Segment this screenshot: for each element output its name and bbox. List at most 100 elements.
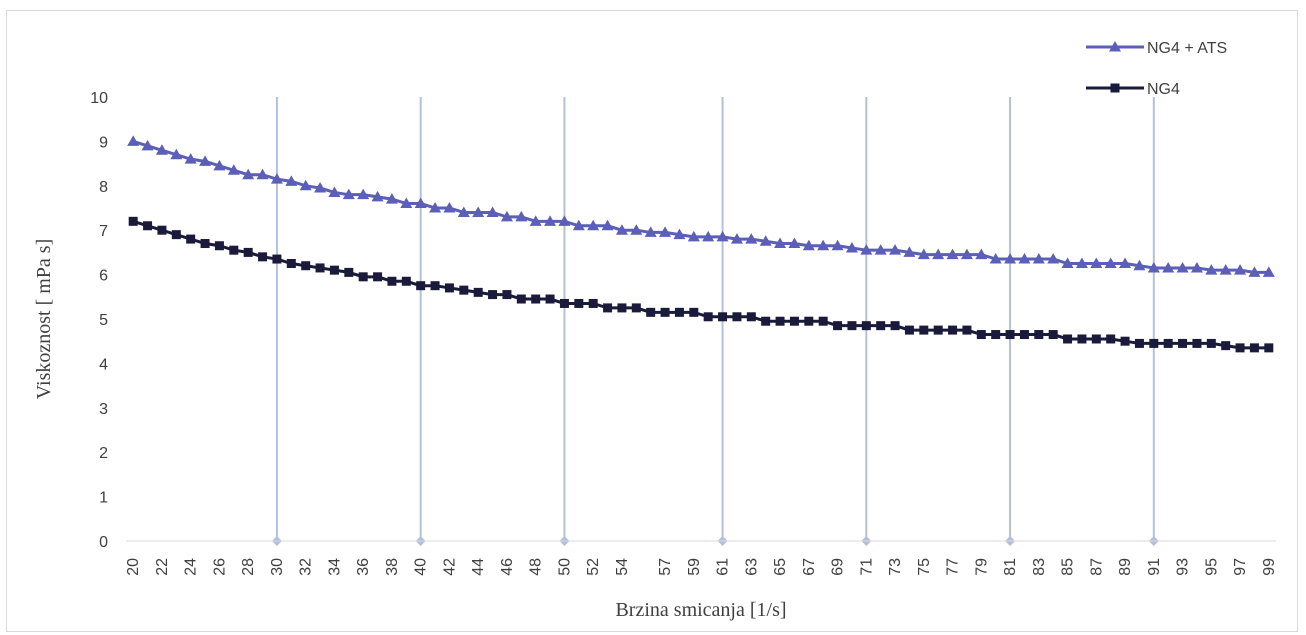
data-point [761, 316, 771, 326]
data-point [660, 307, 670, 317]
data-point [227, 164, 240, 175]
x-tick-label: 40 [413, 558, 430, 576]
data-point [186, 234, 196, 244]
data-point [243, 247, 253, 257]
data-point [141, 139, 154, 151]
data-point [1249, 343, 1259, 353]
data-point [515, 210, 528, 222]
data-point [314, 182, 327, 193]
legend: NG4 + ATS NG4 [1086, 40, 1227, 98]
data-point [889, 244, 902, 255]
data-point [1147, 261, 1160, 273]
x-tick-label: 28 [240, 558, 257, 576]
x-tick-label: 95 [1203, 558, 1220, 576]
data-point [414, 197, 427, 209]
data-point [1134, 338, 1144, 348]
data-point [559, 298, 569, 308]
data-point [429, 202, 442, 213]
data-point [703, 312, 713, 322]
data-point [991, 330, 1001, 340]
data-point [128, 216, 138, 226]
data-point [473, 287, 483, 297]
data-point [975, 248, 988, 260]
data-point [371, 190, 384, 202]
x-tick-label: 89 [1117, 558, 1134, 576]
data-point [1090, 257, 1103, 268]
data-point [588, 298, 598, 308]
data-point [1163, 338, 1173, 348]
data-point [184, 153, 197, 164]
data-point [531, 294, 541, 304]
data-point [804, 316, 814, 326]
data-point [242, 168, 255, 180]
data-point [328, 186, 341, 197]
y-tick-label: 6 [99, 268, 108, 285]
x-tick-label: 77 [945, 558, 962, 576]
legend-label: NG4 + ATS [1147, 40, 1227, 57]
x-tick-label: 91 [1146, 558, 1163, 576]
data-point [774, 237, 787, 249]
data-point [457, 206, 470, 217]
data-point [903, 246, 916, 257]
data-point [1119, 257, 1132, 268]
data-point [400, 197, 413, 209]
x-tick-label: 32 [298, 558, 315, 576]
data-point [601, 219, 614, 231]
data-point [831, 239, 844, 251]
data-point [775, 316, 785, 326]
data-point [1190, 261, 1203, 273]
data-point [572, 219, 585, 231]
data-point [1264, 343, 1274, 353]
data-point [1077, 334, 1087, 344]
x-tick-label: 42 [441, 558, 458, 576]
data-point [1019, 330, 1029, 340]
data-point [516, 294, 526, 304]
x-tick-label: 83 [1031, 558, 1048, 576]
data-point [946, 248, 959, 260]
y-tick-label: 10 [90, 90, 108, 107]
data-point [1178, 338, 1188, 348]
y-tick-label: 0 [99, 534, 108, 551]
data-point [270, 173, 283, 184]
data-point [200, 239, 210, 249]
data-point [155, 144, 168, 155]
y-tick-label: 9 [99, 134, 108, 151]
x-tick-label: 44 [470, 558, 487, 576]
data-point [342, 188, 355, 200]
data-point [529, 215, 542, 226]
data-point [373, 272, 383, 282]
data-point [587, 219, 600, 231]
x-tick-label: 87 [1088, 558, 1105, 576]
data-point [833, 321, 843, 331]
x-tick-label: 69 [830, 558, 847, 576]
x-tick-label: 73 [887, 558, 904, 576]
data-point [401, 276, 411, 286]
data-point [874, 244, 887, 255]
data-point [387, 276, 397, 286]
data-point [272, 254, 282, 264]
data-point [1221, 341, 1231, 351]
data-point [603, 303, 613, 313]
data-point [716, 230, 729, 242]
data-point [1234, 264, 1247, 275]
series-line [132, 139, 1269, 274]
data-point [1061, 257, 1074, 268]
data-point [746, 312, 756, 322]
data-point [1091, 334, 1101, 344]
data-point [1162, 261, 1175, 273]
y-tick-label: 4 [99, 356, 108, 373]
data-point [1104, 257, 1117, 268]
x-tick-label: 54 [614, 558, 631, 576]
data-point [1034, 330, 1044, 340]
data-point [976, 330, 986, 340]
data-point [229, 245, 239, 255]
data-point [630, 224, 643, 235]
x-tick-label: 50 [556, 558, 573, 576]
x-tick-label: 57 [657, 558, 674, 576]
y-tick-label: 8 [99, 179, 108, 196]
data-point [802, 239, 815, 251]
data-point [545, 294, 555, 304]
data-point [876, 321, 886, 331]
x-tick-label: 97 [1232, 558, 1249, 576]
x-tick-label: 26 [211, 558, 228, 576]
